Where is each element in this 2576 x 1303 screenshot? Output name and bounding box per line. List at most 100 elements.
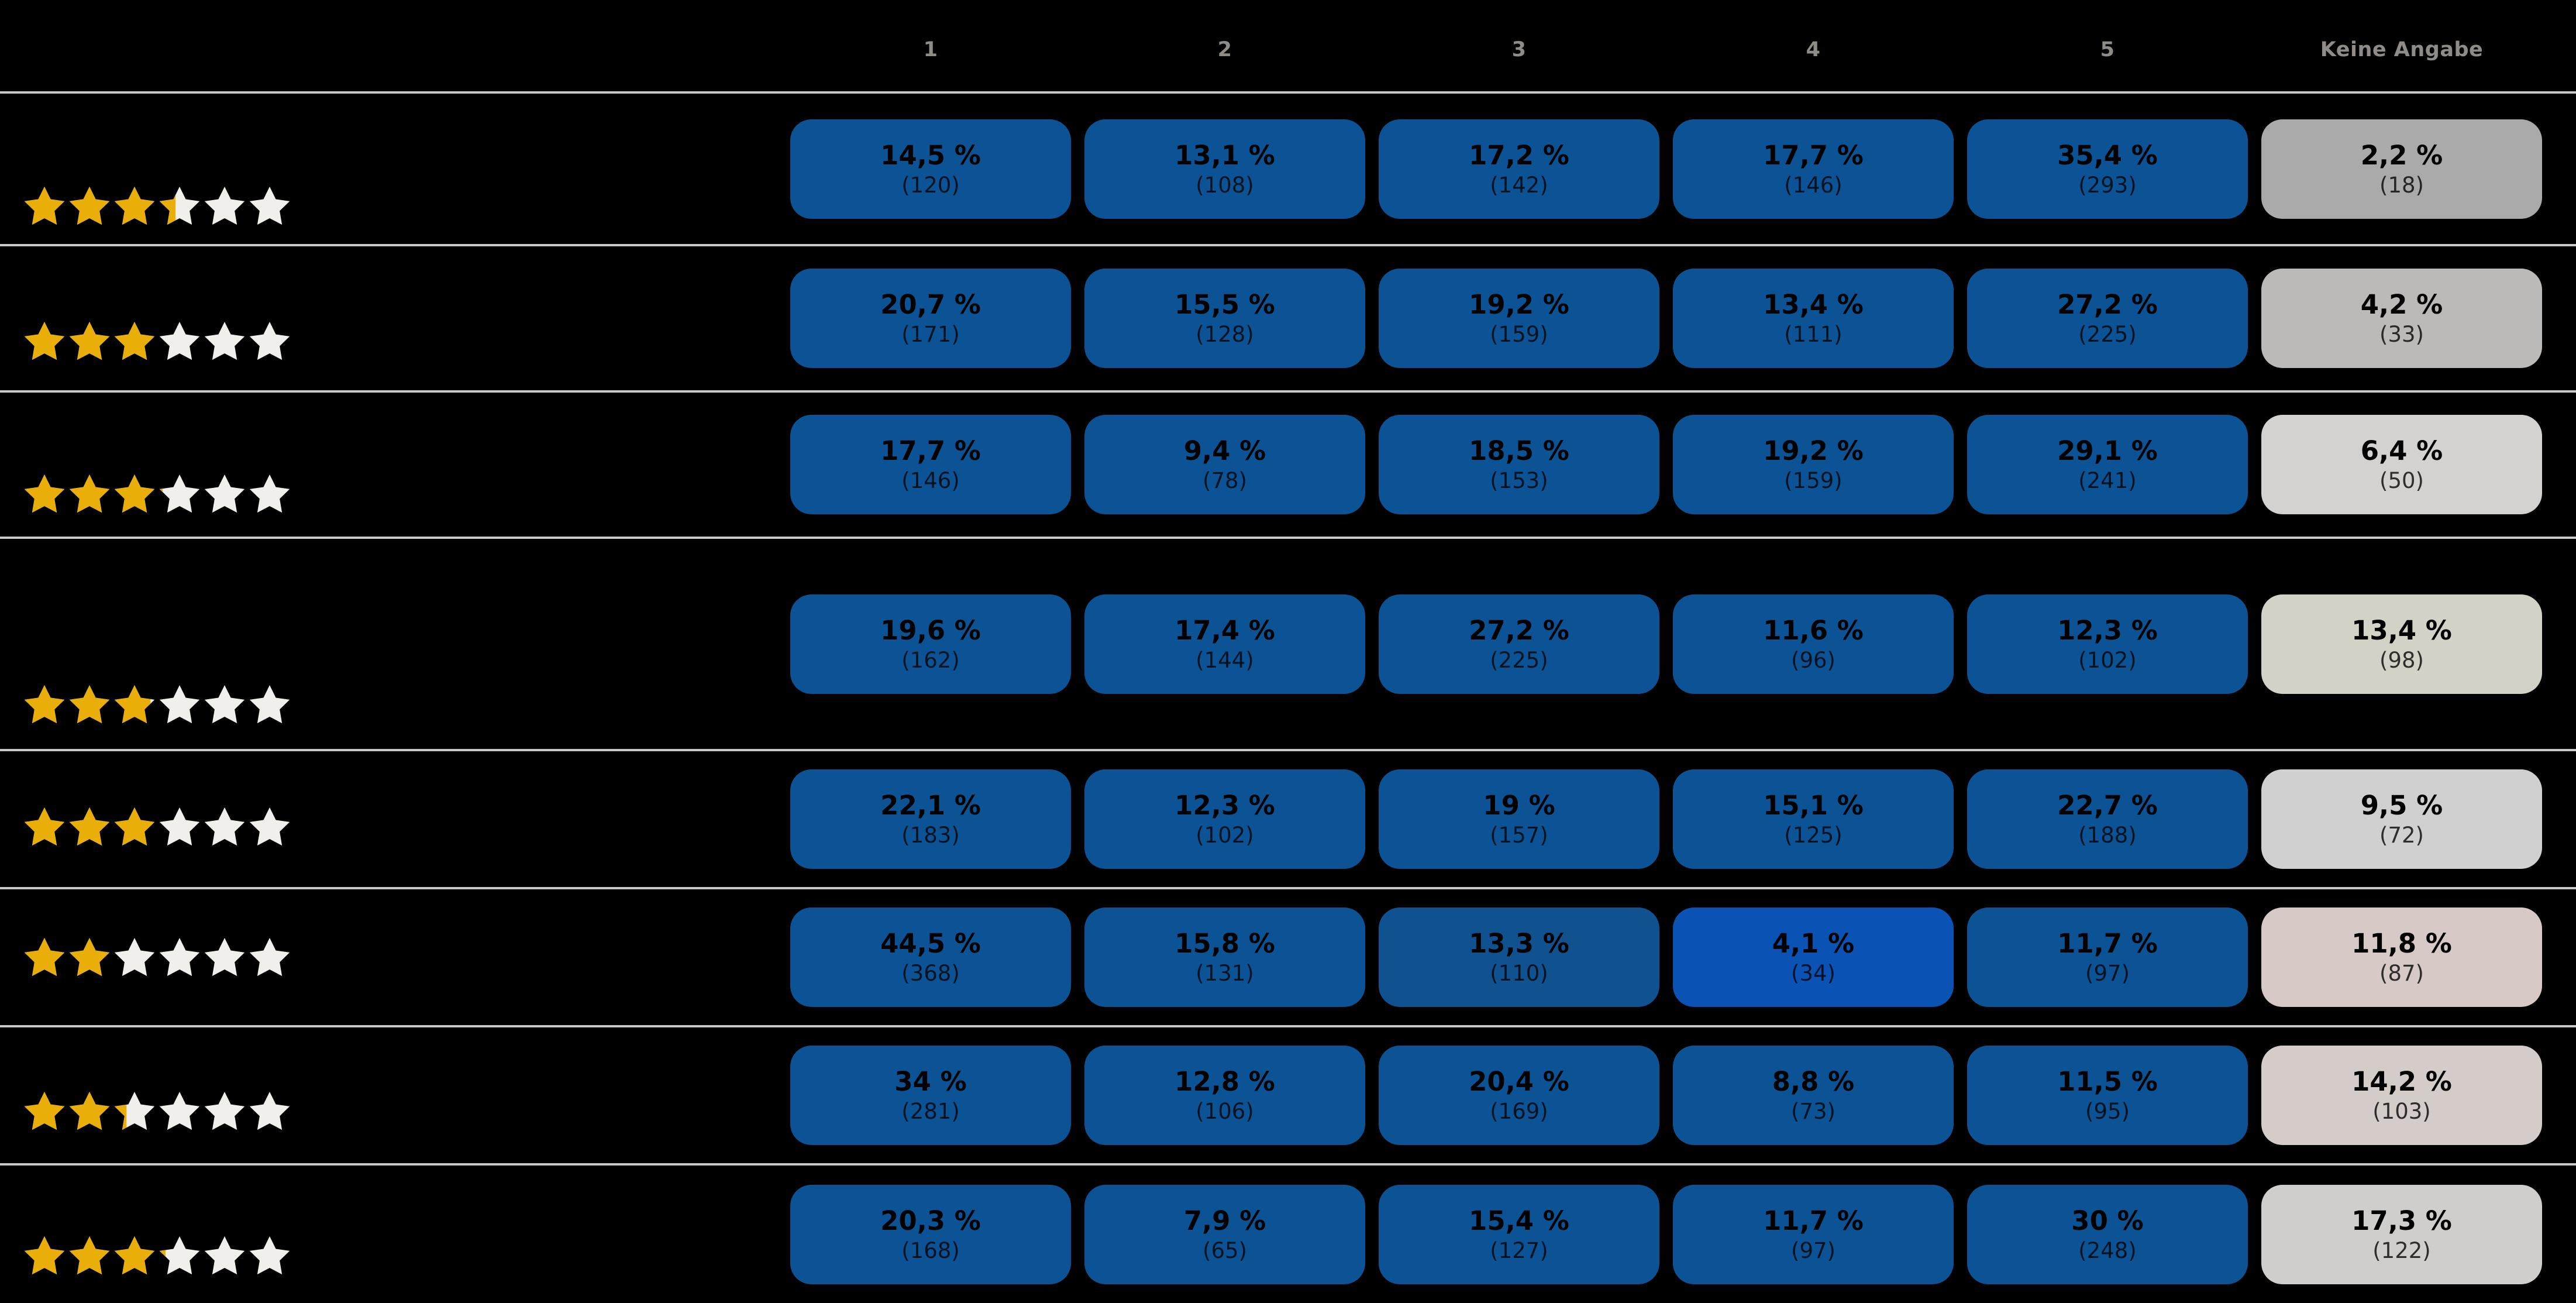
- cell-count: (162): [901, 647, 960, 673]
- result-cell: 7,9 % (65): [1084, 1184, 1365, 1284]
- result-cell: 13,4 % (111): [1673, 269, 1954, 368]
- star-icon: [114, 685, 155, 724]
- star-icon: [159, 475, 200, 513]
- result-cell: 27,2 % (225): [1967, 269, 2248, 368]
- cell-percentage: 29,1 %: [2057, 435, 2158, 466]
- result-cell: 19,2 % (159): [1379, 269, 1659, 368]
- star-rating: [22, 1235, 292, 1278]
- cell-count: (97): [2085, 961, 2130, 986]
- result-cell: 44,5 % (368): [790, 907, 1071, 1007]
- table-row: 34 % (281) 12,8 % (106) 20,4 % (169) 8,8 % (73)…: [0, 1027, 2576, 1166]
- na-result-cell: 4,2 % (33): [2261, 269, 2542, 368]
- result-cell: 11,6 % (96): [1673, 594, 1954, 694]
- cell-count: (225): [2078, 322, 2137, 347]
- star-icon: [114, 938, 155, 977]
- result-cell: 19,2 % (159): [1673, 415, 1954, 514]
- star-icon: [159, 938, 200, 977]
- row-cells: 20,7 % (171) 15,5 % (128) 19,2 % (159) 13,4 %(…: [790, 269, 2542, 368]
- column-header-label: 5: [2100, 38, 2115, 61]
- row-label-zone: [0, 1027, 790, 1163]
- cell-percentage: 6,4 %: [2360, 435, 2443, 466]
- result-cell: 20,7 % (171): [790, 269, 1071, 368]
- star-icon: [69, 938, 110, 977]
- result-cell: 19 % (157): [1379, 769, 1659, 869]
- result-cell: 34 % (281): [790, 1046, 1071, 1145]
- star-icon: [69, 1236, 110, 1275]
- row-cells: 20,3 % (168) 7,9 % (65) 15,4 % (127) 11,7 % (97…: [790, 1184, 2542, 1284]
- cell-count: (18): [2379, 172, 2424, 198]
- na-result-cell: 14,2 % (103): [2261, 1046, 2542, 1145]
- star-icon: [204, 322, 245, 360]
- star-icon: [159, 322, 200, 360]
- table-row: 20,3 % (168) 7,9 % (65) 15,4 % (127) 11,7 % (97…: [0, 1166, 2576, 1303]
- column-header-5: 5: [1967, 30, 2248, 61]
- cell-count: (293): [2078, 172, 2137, 198]
- star-icon: [204, 187, 245, 225]
- result-cell: 17,7 % (146): [790, 415, 1071, 514]
- row-label-zone: [0, 94, 790, 244]
- cell-percentage: 35,4 %: [2057, 139, 2158, 171]
- table-body: 14,5 % (120) 13,1 % (108) 17,2 % (142) 17,7 %(…: [0, 94, 2576, 1303]
- result-cell: 9,4 % (78): [1084, 415, 1365, 514]
- row-label-zone: [0, 539, 790, 749]
- cell-percentage: 22,1 %: [880, 790, 981, 821]
- result-cell: 15,4 % (127): [1379, 1184, 1659, 1284]
- result-cell: 11,7 % (97): [1673, 1184, 1954, 1284]
- column-header-1: 1: [790, 30, 1071, 61]
- row-label-zone: [0, 393, 790, 537]
- result-cell: 22,7 % (188): [1967, 769, 2248, 869]
- cell-count: (73): [1791, 1099, 1835, 1124]
- star-icon: [24, 807, 65, 846]
- result-cell: 20,3 % (168): [790, 1184, 1071, 1284]
- cell-percentage: 2,2 %: [2360, 139, 2443, 171]
- star-icon: [204, 938, 245, 977]
- star-icon: [69, 807, 110, 846]
- header-columns: 1 2 3 4 5 Keine Angabe: [790, 30, 2542, 61]
- star-icon: [69, 1092, 110, 1130]
- table-row: 20,7 % (171) 15,5 % (128) 19,2 % (159) 13,4 %(…: [0, 246, 2576, 393]
- result-cell: 12,8 % (106): [1084, 1046, 1365, 1145]
- cell-count: (281): [901, 1099, 960, 1124]
- result-cell: 17,2 % (142): [1379, 119, 1659, 219]
- table-header-row: 1 2 3 4 5 Keine Angabe: [0, 0, 2576, 94]
- cell-count: (368): [901, 961, 960, 986]
- cell-percentage: 18,5 %: [1469, 435, 1569, 466]
- star-icon: [159, 807, 200, 846]
- cell-count: (153): [1490, 468, 1548, 493]
- result-cell: 30 % (248): [1967, 1184, 2248, 1284]
- row-label-zone: [0, 889, 790, 1025]
- table-row: 22,1 % (183) 12,3 % (102) 19 % (157) 15,1 % (12…: [0, 751, 2576, 889]
- star-rating: [22, 185, 292, 228]
- cell-count: (65): [1203, 1237, 1247, 1263]
- cell-count: (157): [1490, 823, 1548, 848]
- cell-percentage: 11,7 %: [2057, 928, 2158, 959]
- cell-count: (188): [2078, 823, 2137, 848]
- star-icon: [204, 1236, 245, 1275]
- star-rating: [22, 683, 292, 727]
- cell-count: (72): [2379, 823, 2424, 848]
- result-cell: 35,4 % (293): [1967, 119, 2248, 219]
- star-icon: [24, 475, 65, 513]
- column-header-2: 2: [1084, 30, 1365, 61]
- cell-percentage: 19,6 %: [880, 614, 981, 646]
- star-icon: [24, 187, 65, 225]
- column-header-label: 4: [1806, 38, 1821, 61]
- result-cell: 15,5 % (128): [1084, 269, 1365, 368]
- cell-count: (122): [2372, 1237, 2431, 1263]
- star-icon: [159, 187, 200, 225]
- cell-count: (225): [1490, 647, 1548, 673]
- cell-count: (128): [1196, 322, 1254, 347]
- table-row: 17,7 % (146) 9,4 % (78) 18,5 % (153) 19,2 % (15…: [0, 393, 2576, 539]
- cell-percentage: 27,2 %: [2057, 289, 2158, 320]
- cell-count: (120): [901, 172, 960, 198]
- result-cell: 20,4 % (169): [1379, 1046, 1659, 1145]
- row-cells: 17,7 % (146) 9,4 % (78) 18,5 % (153) 19,2 % (15…: [790, 415, 2542, 514]
- row-cells: 44,5 % (368) 15,8 % (131) 13,3 % (110) 4,1 % (3…: [790, 907, 2542, 1007]
- cell-count: (33): [2379, 322, 2424, 347]
- na-result-cell: 13,4 % (98): [2261, 594, 2542, 694]
- column-header-label: 2: [1217, 38, 1232, 61]
- cell-count: (103): [2372, 1099, 2431, 1124]
- star-rating: [22, 320, 292, 363]
- cell-count: (146): [901, 468, 960, 493]
- result-cell: 17,7 % (146): [1673, 119, 1954, 219]
